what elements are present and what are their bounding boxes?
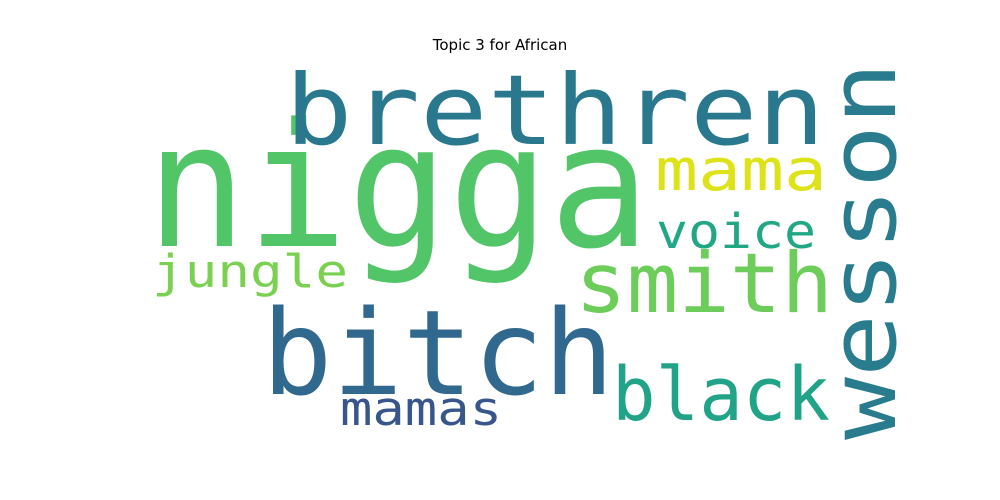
word-jungle: jungle: [152, 245, 348, 298]
word-mama: mama: [655, 136, 827, 204]
figure-title: Topic 3 for African: [432, 36, 568, 54]
word-nigga: nigga: [146, 86, 650, 287]
word-voice: voice: [656, 204, 816, 260]
word-brethren: brethren: [285, 54, 825, 167]
word-smith: smith: [575, 235, 833, 332]
word-mamas: mamas: [340, 382, 502, 437]
word-bitch: bitch: [262, 284, 614, 422]
word-wesson: wesson: [810, 62, 917, 440]
word-black: black: [612, 352, 830, 438]
